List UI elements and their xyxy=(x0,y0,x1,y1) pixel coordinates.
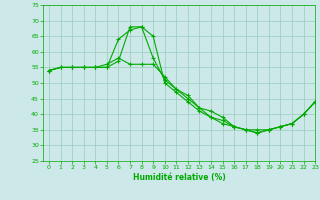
X-axis label: Humidité relative (%): Humidité relative (%) xyxy=(133,173,226,182)
